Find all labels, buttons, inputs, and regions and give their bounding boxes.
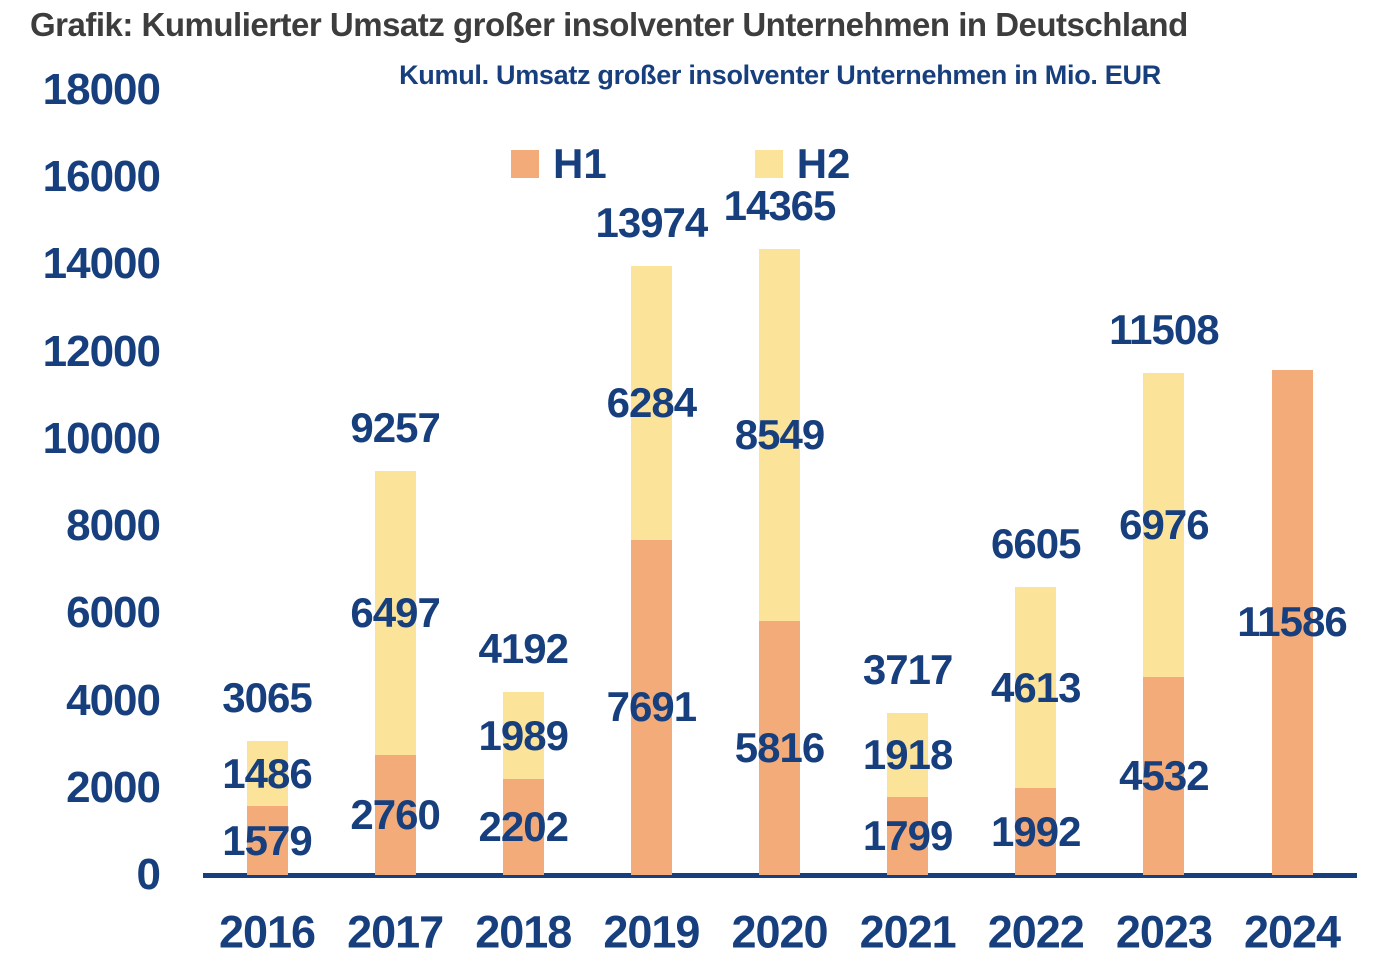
legend-label-h1: H1 [553, 140, 607, 187]
bar-segment-h1-2018 [502, 778, 544, 875]
legend-item-h2: H2 [754, 140, 851, 187]
value-label-total-2023: 11508 [1109, 306, 1219, 354]
value-label-h1-2021: 1799 [862, 811, 953, 859]
bar-segment-h1-2017 [374, 754, 416, 875]
value-label-h2-2016: 1486 [222, 749, 312, 797]
x-tick-label-2016: 2016 [218, 906, 316, 958]
x-tick-label-2017: 2017 [347, 906, 444, 958]
value-label-total-2017: 9257 [350, 404, 440, 452]
value-label-h1-2024: 11586 [1237, 598, 1347, 646]
x-tick-label-2023: 2023 [1115, 906, 1213, 958]
y-tick-label: 0 [136, 850, 161, 899]
x-tick-label-2018: 2018 [475, 906, 572, 958]
y-tick-label: 8000 [66, 501, 161, 551]
x-tick-label-2024: 2024 [1243, 906, 1341, 958]
bar-segment-h1-2022 [1015, 788, 1057, 875]
value-label-h1-2020: 5816 [734, 724, 825, 772]
bar-segment-h1-2016 [246, 806, 288, 875]
bar-segment-h1-2019 [630, 539, 672, 875]
value-label-total-2022: 6605 [991, 519, 1081, 567]
h2-color-swatch [754, 150, 783, 178]
value-label-h2-2022: 4613 [991, 663, 1081, 711]
legend-label-h2: H2 [796, 140, 851, 187]
value-label-total-2021: 3717 [862, 645, 953, 693]
bar-segment-h1-2021 [887, 796, 929, 875]
y-tick-label: 16000 [42, 152, 161, 202]
y-tick-label: 4000 [66, 675, 161, 725]
y-tick-label: 2000 [66, 762, 161, 812]
bar-segment-h2-2023 [1143, 373, 1185, 678]
y-tick-label: 18000 [42, 65, 161, 114]
y-axis: 0 2000 4000 6000 8000 10000 12000 14000 16000 180… [0, 0, 161, 964]
value-label-h1-2018: 2202 [478, 802, 569, 850]
value-label-total-2016: 3065 [222, 674, 312, 722]
value-label-h2-2018: 1989 [478, 711, 569, 759]
value-label-h2-2019: 6284 [606, 378, 697, 426]
value-label-h1-2016: 1579 [222, 816, 312, 864]
x-axis-line [203, 873, 1357, 878]
bar-segment-h1-2023 [1143, 677, 1185, 875]
legend-item-h1: H1 [511, 143, 607, 185]
bar-segment-h2-2019 [630, 265, 672, 540]
value-label-h1-2017: 2760 [350, 790, 440, 838]
value-label-total-2020: 14365 [723, 181, 837, 229]
value-label-h2-2020: 8549 [734, 410, 825, 458]
x-tick-label-2020: 2020 [731, 906, 828, 958]
y-tick-label: 10000 [42, 413, 161, 463]
bar-segment-h2-2017 [374, 471, 416, 755]
value-label-h2-2017: 6497 [350, 588, 440, 636]
value-label-total-2018: 4192 [478, 625, 569, 673]
x-tick-label-2019: 2019 [603, 906, 700, 958]
bar-segment-h1-2024 [1271, 369, 1313, 875]
value-label-h2-2023: 6976 [1119, 501, 1209, 549]
value-label-h2-2021: 1918 [862, 730, 953, 778]
x-tick-label-2021: 2021 [859, 906, 957, 958]
chart-legend: H1 H2 [511, 143, 850, 185]
bar-segment-h2-2016 [246, 741, 288, 807]
value-label-h1-2019: 7691 [606, 683, 697, 731]
x-tick-label-2022: 2022 [987, 906, 1085, 958]
bar-segment-h2-2021 [887, 712, 929, 797]
value-label-h1-2023: 4532 [1119, 752, 1209, 800]
bar-segment-h2-2020 [759, 248, 800, 622]
page-title: Grafik: Kumulierter Umsatz großer insolv… [30, 6, 1188, 43]
h1-color-swatch [511, 150, 539, 178]
y-tick-label: 12000 [42, 326, 161, 376]
value-label-total-2019: 13974 [595, 198, 708, 246]
bar-segment-h1-2020 [759, 621, 800, 875]
chart-subtitle: Kumul. Umsatz großer insolventer Unterne… [399, 60, 1161, 90]
bar-segment-h2-2022 [1015, 586, 1057, 789]
y-tick-label: 14000 [42, 239, 161, 289]
y-tick-label: 6000 [66, 588, 161, 638]
bar-segment-h2-2018 [502, 692, 544, 779]
value-label-h1-2022: 1992 [991, 807, 1081, 855]
